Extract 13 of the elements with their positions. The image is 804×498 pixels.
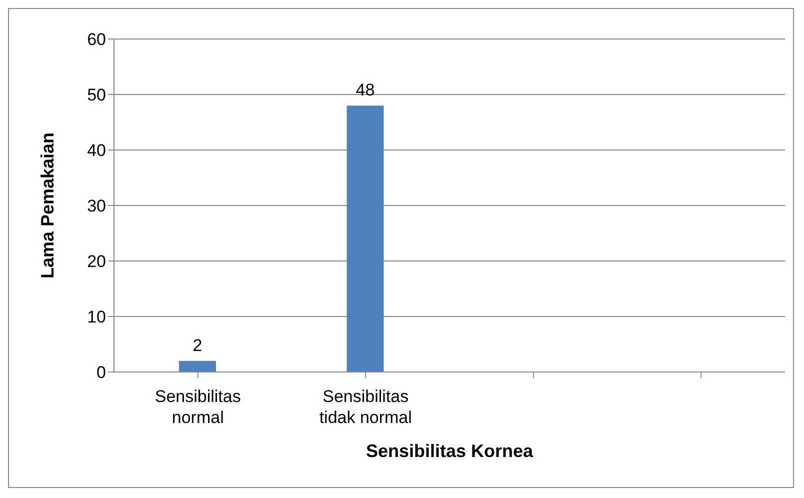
y-tick-label: 40 xyxy=(87,141,106,160)
y-tick-label: 20 xyxy=(87,252,106,272)
x-axis-title: Sensibilitas Kornea xyxy=(366,441,534,461)
data-label: 48 xyxy=(356,80,375,100)
y-tick-label: 60 xyxy=(87,30,106,50)
y-tick-label: 30 xyxy=(87,196,106,216)
y-tick-label: 10 xyxy=(87,308,106,327)
y-tick-label: 50 xyxy=(87,86,106,105)
y-tick-label: 0 xyxy=(96,363,106,382)
y-axis-title: Lama Pemakaian xyxy=(37,132,58,279)
x-tick-label: Sensibilitas tidak normal xyxy=(319,387,412,427)
data-label: 2 xyxy=(192,336,202,355)
x-tick-label: Sensibilitas normal xyxy=(154,387,241,427)
